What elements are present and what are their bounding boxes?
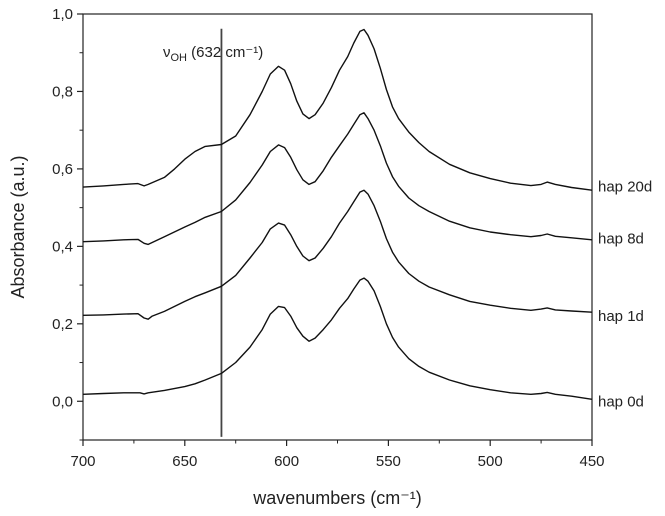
y-tick-label: 0,6 bbox=[52, 161, 73, 178]
x-tick-label: 700 bbox=[70, 453, 95, 470]
y-axis-title: Absorbance (a.u.) bbox=[8, 155, 28, 298]
axes-group: 700 650 600 550 500 450 0,0 0,2 0,4 0,6 0,8 1,0 bbox=[52, 6, 604, 470]
x-tick-label: 550 bbox=[376, 453, 401, 470]
annotation-label-rest: (632 cm⁻¹) bbox=[187, 44, 263, 61]
annotation-group: νOH (632 cm⁻¹) bbox=[163, 28, 263, 437]
series-label: hap 0d bbox=[598, 393, 644, 410]
series-line-hap-8d bbox=[82, 112, 593, 246]
y-tick-label: 0,0 bbox=[52, 393, 73, 410]
annotation-label-main: ν bbox=[163, 44, 171, 61]
series-line-hap-1d bbox=[82, 189, 593, 320]
series-group: hap 0d hap 1d hap 8d hap 20d bbox=[82, 28, 652, 410]
y-tick-label: 1,0 bbox=[52, 6, 73, 23]
y-tick-label: 0,8 bbox=[52, 83, 73, 100]
x-tick-label: 500 bbox=[478, 453, 503, 470]
x-tick-label: 450 bbox=[579, 453, 604, 470]
y-tick-label: 0,4 bbox=[52, 238, 73, 255]
annotation-label: νOH (632 cm⁻¹) bbox=[163, 44, 263, 64]
y-tick-label: 0,2 bbox=[52, 316, 73, 333]
x-tick-label: 650 bbox=[172, 453, 197, 470]
series-label: hap 8d bbox=[598, 231, 644, 248]
annotation-label-sub: OH bbox=[171, 52, 188, 64]
series-line-hap-20d bbox=[82, 28, 593, 191]
series-label: hap 1d bbox=[598, 308, 644, 325]
series-label: hap 20d bbox=[598, 178, 652, 195]
series-line-hap-0d bbox=[82, 277, 593, 400]
x-tick-label: 600 bbox=[274, 453, 299, 470]
x-axis-title: wavenumbers (cm⁻¹) bbox=[252, 488, 422, 508]
